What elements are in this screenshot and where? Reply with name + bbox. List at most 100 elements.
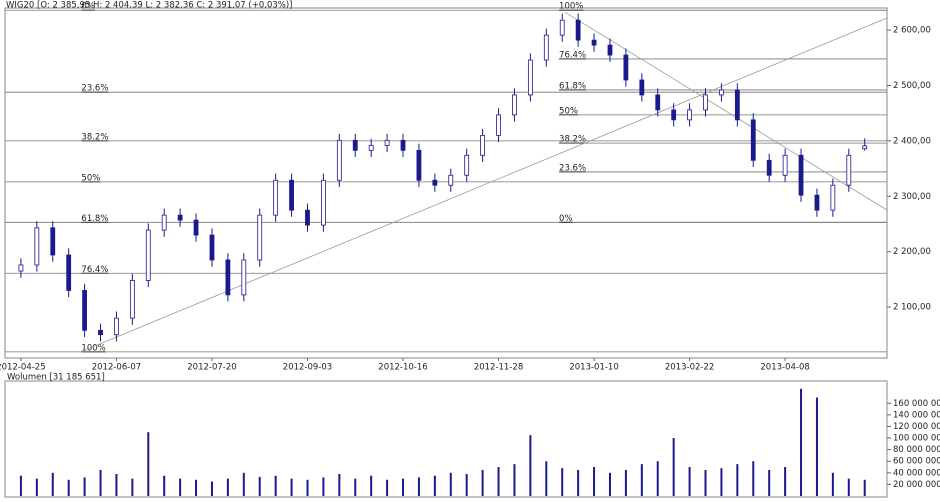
volume-bar	[784, 467, 787, 496]
candle-body	[512, 94, 517, 116]
candle-body	[368, 144, 374, 151]
x-tick-label: 2013-04-08	[760, 363, 809, 373]
volume-bar	[131, 478, 134, 496]
candle-body	[703, 94, 708, 111]
candle-body	[416, 149, 422, 181]
volume-bar	[529, 435, 532, 496]
candle-body	[543, 34, 549, 61]
volume-bar	[847, 478, 850, 496]
candle-body	[591, 39, 597, 46]
candle-body	[225, 259, 231, 296]
candle-body	[862, 145, 868, 150]
candle-body	[289, 179, 294, 211]
volume-bar	[608, 472, 611, 496]
volume-bar	[577, 469, 580, 496]
volume-bar	[736, 464, 739, 496]
trend-line	[84, 17, 888, 351]
volume-bar	[115, 473, 118, 496]
volume-bar	[545, 461, 548, 496]
volume-bar	[402, 478, 405, 496]
candle-body	[527, 59, 533, 96]
volume-bar	[640, 464, 643, 496]
volume-bar	[513, 464, 516, 496]
volume-bar	[417, 477, 420, 496]
price-header: WIG20 [O: 2 385,95 H: 2 404,39 L: 2 382,…	[6, 1, 293, 11]
x-tick-label: 2012-04-25	[0, 363, 46, 373]
volume-bar	[51, 472, 54, 496]
volume-bar	[99, 469, 102, 496]
volume-bar	[226, 478, 229, 496]
fib-label: 0%	[81, 2, 95, 12]
candle-body	[241, 259, 247, 296]
candle-body	[66, 254, 72, 291]
candle-body	[145, 229, 151, 281]
candle-body	[50, 227, 56, 256]
candle-body	[18, 264, 24, 272]
candle-body	[114, 317, 119, 336]
volume-bar	[386, 479, 389, 496]
price-panel	[4, 7, 888, 359]
candle-body	[607, 44, 613, 56]
volume-bar	[338, 473, 341, 496]
candle-body	[384, 139, 390, 146]
volume-bar	[433, 475, 436, 496]
fib-label: 38.2%	[559, 135, 586, 145]
y-tick-label: 140 000 000	[893, 410, 940, 420]
volume-bar	[370, 475, 373, 496]
x-tick-label: 2012-09-03	[283, 363, 332, 373]
volume-bar	[163, 475, 166, 496]
volume-panel	[4, 380, 888, 498]
candle-body	[321, 179, 326, 226]
volume-bar	[481, 469, 484, 496]
y-tick-label: 2 300,00	[893, 192, 931, 202]
fib-label: 50%	[81, 173, 100, 183]
fib-label: 23.6%	[559, 163, 586, 173]
y-tick-label: 100 000 000	[893, 434, 940, 444]
candle-body	[750, 119, 756, 161]
candle-body	[98, 329, 103, 336]
x-tick-label: 2012-11-28	[474, 363, 523, 373]
candle-body	[782, 154, 788, 176]
candle-body	[432, 179, 438, 186]
volume-bar	[195, 479, 198, 496]
y-tick-label: 20 000 000	[893, 480, 940, 490]
volume-header: Wolumen [31 185 651]	[7, 373, 105, 383]
volume-bar	[354, 478, 357, 496]
fib-label: 76.4%	[81, 265, 108, 275]
candle-body	[193, 219, 199, 236]
volume-bar	[322, 477, 325, 496]
y-tick-label: 160 000 000	[893, 399, 940, 409]
volume-bar	[67, 479, 70, 496]
volume-bar	[688, 467, 691, 496]
y-tick-label: 40 000 000	[893, 468, 940, 478]
y-tick-label: 120 000 000	[893, 422, 940, 432]
volume-bar	[656, 461, 659, 496]
volume-bar	[179, 478, 182, 496]
candle-body	[480, 134, 486, 156]
y-tick-label: 2 100,00	[893, 303, 931, 313]
volume-bar	[465, 473, 468, 496]
volume-bar	[290, 478, 293, 496]
candle-body	[559, 19, 565, 36]
volume-bar	[831, 472, 834, 496]
candle-body	[82, 290, 88, 331]
candle-body	[671, 109, 677, 121]
volume-bar	[258, 476, 261, 496]
volume-bar	[561, 468, 564, 496]
candle-body	[623, 54, 629, 81]
candle-body	[655, 94, 661, 111]
candle-body	[734, 89, 740, 121]
candle-body	[639, 79, 645, 96]
candle-body	[687, 109, 692, 121]
candle-body	[161, 214, 167, 231]
volume-bar	[768, 469, 771, 496]
volume-bar	[624, 469, 627, 496]
y-tick-label: 2 600,00	[893, 26, 931, 36]
fib-label: 100%	[81, 343, 105, 353]
fib-label: 76.4%	[559, 50, 586, 60]
candle-body	[798, 154, 804, 196]
fib-label: 100%	[559, 2, 583, 12]
volume-bar	[274, 475, 277, 496]
volume-bar	[752, 461, 755, 496]
